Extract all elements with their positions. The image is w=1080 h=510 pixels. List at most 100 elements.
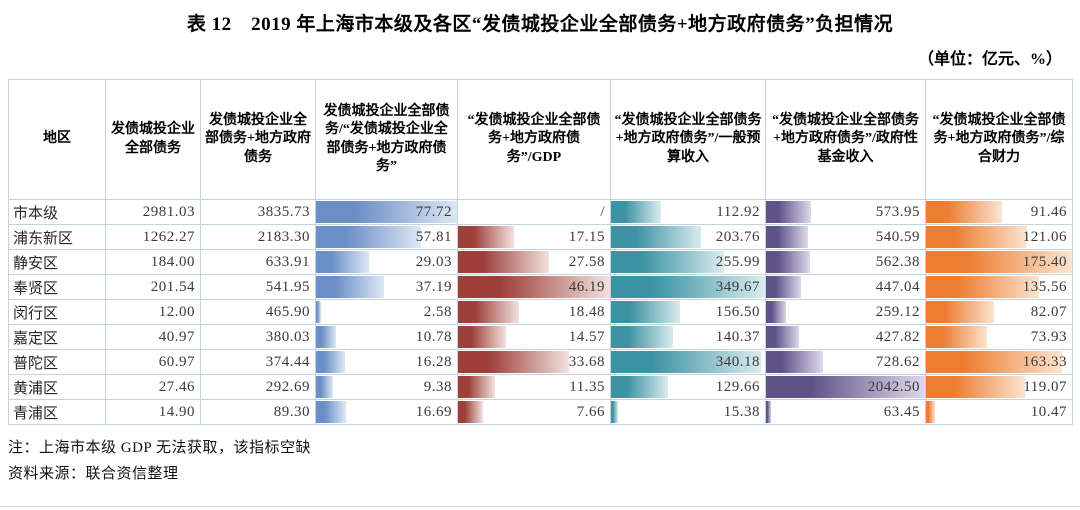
value-text: 129.66 — [715, 378, 760, 395]
region-cell: 青浦区 — [8, 399, 106, 425]
value-cell: 14.57 — [457, 324, 611, 350]
data-bar — [316, 226, 421, 248]
value-text: 119.07 — [1023, 378, 1067, 395]
value-cell: 11.35 — [457, 374, 611, 400]
table-row: 闵行区 12.00 465.90 2.58 18.48 156.50 259.12 82.07 — [8, 299, 1073, 325]
value-text: 57.81 — [415, 228, 452, 245]
data-bar — [766, 276, 801, 298]
table-title: 表 12 2019 年上海市本级及各区“发债城投企业全部债务+地方政府债务”负担… — [186, 14, 894, 35]
data-bar — [926, 401, 935, 423]
data-bar — [611, 401, 618, 423]
region-cell: 黄浦区 — [8, 374, 106, 400]
data-bar — [611, 226, 701, 248]
data-bar — [316, 276, 384, 298]
value-text: 573.95 — [875, 203, 920, 220]
value-cell: 255.99 — [610, 249, 766, 275]
data-bar — [458, 301, 519, 323]
value-text: 292.69 — [265, 378, 310, 395]
data-bar — [766, 226, 809, 248]
value-cell: 2981.03 — [105, 199, 201, 225]
data-bar — [458, 226, 515, 248]
data-bar — [316, 326, 336, 348]
value-text: 29.03 — [415, 253, 452, 270]
header-row: 地区 发债城投企业全部债务 发债城投企业全部债务+地方政府债务 发债城投企业全部… — [8, 79, 1073, 200]
page-divider — [0, 506, 1080, 507]
value-text: 16.28 — [415, 353, 452, 370]
value-text: 27.46 — [158, 378, 195, 395]
data-bar — [611, 251, 724, 273]
data-bar — [316, 351, 346, 373]
value-cell: 7.66 — [457, 399, 611, 425]
data-bar — [316, 301, 321, 323]
col-header-region: 地区 — [8, 79, 106, 200]
value-cell: 57.81 — [315, 224, 458, 250]
table-row: 黄浦区 27.46 292.69 9.38 11.35 129.66 2042.50 119.… — [8, 374, 1073, 400]
data-bar — [611, 376, 669, 398]
value-cell: 37.19 — [315, 274, 458, 300]
value-cell: 292.69 — [200, 374, 316, 400]
value-cell: 184.00 — [105, 249, 201, 275]
value-cell: 27.46 — [105, 374, 201, 400]
value-cell: 349.67 — [610, 274, 766, 300]
data-bar — [316, 401, 347, 423]
value-cell: 63.45 — [765, 399, 926, 425]
value-cell: 10.78 — [315, 324, 458, 350]
value-text: 562.38 — [875, 253, 920, 270]
value-text: 77.72 — [415, 203, 452, 220]
table-notes: 注：上海市本级 GDP 无法获取，该指标空缺 资料来源：联合资信整理 — [8, 435, 1080, 487]
value-text: 2042.50 — [867, 378, 920, 395]
value-text: 15.38 — [723, 403, 760, 420]
value-text: 374.44 — [265, 353, 310, 370]
value-cell: 1262.27 — [105, 224, 201, 250]
value-cell: 16.69 — [315, 399, 458, 425]
value-cell: 3835.73 — [200, 199, 316, 225]
value-text: 203.76 — [715, 228, 760, 245]
value-text: 46.19 — [568, 278, 605, 295]
value-cell: 540.59 — [765, 224, 926, 250]
value-text: 156.50 — [715, 303, 760, 320]
value-text: 112.92 — [716, 203, 760, 220]
value-text: 10.78 — [415, 328, 452, 345]
value-cell: 14.90 — [105, 399, 201, 425]
value-text: 91.46 — [1030, 203, 1067, 220]
data-bar — [316, 376, 334, 398]
region-cell: 闵行区 — [8, 299, 106, 325]
value-text: 427.82 — [875, 328, 920, 345]
data-bar — [926, 301, 995, 323]
footnote-gdp: 注：上海市本级 GDP 无法获取，该指标空缺 — [8, 440, 311, 456]
value-cell: 119.07 — [925, 374, 1073, 400]
value-cell: 447.04 — [765, 274, 926, 300]
data-bar — [926, 276, 1039, 298]
value-cell: 633.91 — [200, 249, 316, 275]
data-bar — [926, 251, 1072, 273]
value-text: 447.04 — [875, 278, 920, 295]
value-text: 18.48 — [568, 303, 605, 320]
value-text: 633.91 — [265, 253, 310, 270]
data-bar — [926, 326, 988, 348]
value-text: 10.47 — [1030, 403, 1067, 420]
value-text: 14.57 — [568, 328, 605, 345]
value-cell: 465.90 — [200, 299, 316, 325]
data-bar — [611, 326, 673, 348]
value-cell: 40.97 — [105, 324, 201, 350]
value-text: / — [600, 203, 605, 220]
value-cell: 60.97 — [105, 349, 201, 375]
value-text: 184.00 — [150, 253, 195, 270]
value-cell: 156.50 — [610, 299, 766, 325]
col-header-debt-ratio: 发债城投企业全部债务/“发债城投企业全部债务+地方政府债务” — [315, 79, 458, 200]
value-text: 541.95 — [265, 278, 310, 295]
value-cell: 73.93 — [925, 324, 1073, 350]
data-bar — [458, 376, 496, 398]
table-row: 青浦区 14.90 89.30 16.69 7.66 15.38 63.45 10.47 — [8, 399, 1073, 425]
value-cell: 9.38 — [315, 374, 458, 400]
data-bar — [611, 201, 661, 223]
value-cell: 29.03 — [315, 249, 458, 275]
col-header-fund-ratio: “发债城投企业全部债务+地方政府债务”/政府性基金收入 — [765, 79, 926, 200]
data-bar — [926, 351, 1062, 373]
value-cell: 140.37 — [610, 324, 766, 350]
region-cell: 奉贤区 — [8, 274, 106, 300]
value-text: 12.00 — [158, 303, 195, 320]
data-bar — [766, 251, 810, 273]
value-cell: 562.38 — [765, 249, 926, 275]
value-text: 11.35 — [569, 378, 605, 395]
